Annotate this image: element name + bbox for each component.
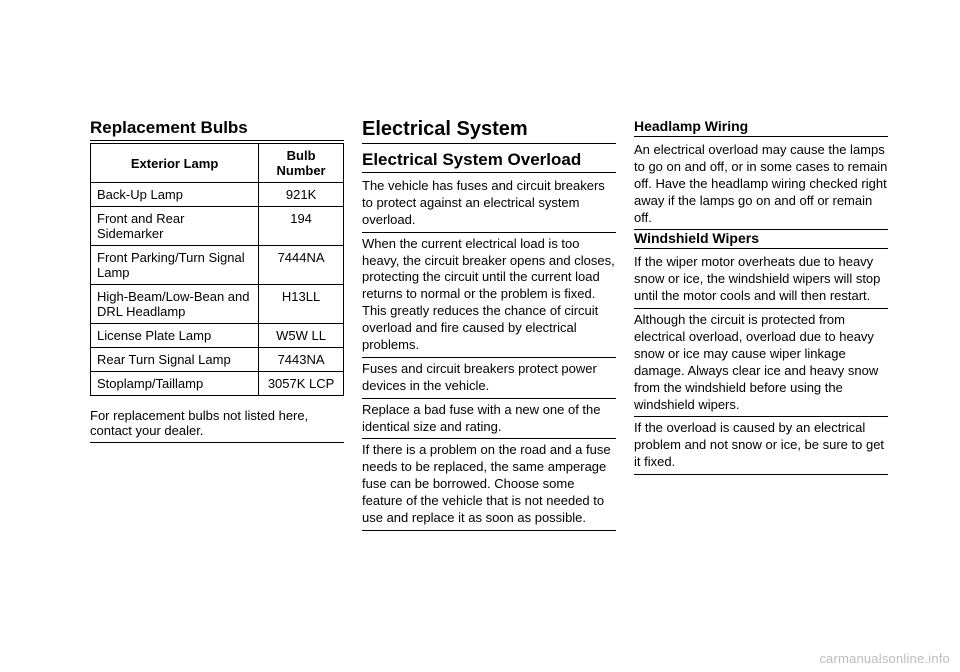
cell-lamp: Back-Up Lamp xyxy=(91,183,259,207)
para-wipers-1: If the wiper motor overheats due to heav… xyxy=(634,251,888,309)
table-header-lamp: Exterior Lamp xyxy=(91,144,259,183)
column-electrical: Electrical System Electrical System Over… xyxy=(362,118,616,531)
bulbs-table: Exterior Lamp Bulb Number Back-Up Lamp92… xyxy=(90,143,344,396)
table-row: Stoplamp/Taillamp3057K LCP xyxy=(91,372,344,396)
heading-electrical-system: Electrical System xyxy=(362,118,616,144)
para-wipers-3: If the overload is caused by an electric… xyxy=(634,417,888,475)
cell-number: 7443NA xyxy=(259,348,344,372)
para-overload-3: Fuses and circuit breakers protect power… xyxy=(362,358,616,399)
para-wipers-2: Although the circuit is protected from e… xyxy=(634,309,888,417)
para-overload-1: The vehicle has fuses and circuit breake… xyxy=(362,175,616,233)
heading-overload: Electrical System Overload xyxy=(362,150,616,173)
cell-number: 921K xyxy=(259,183,344,207)
cell-number: W5W LL xyxy=(259,324,344,348)
table-row: Front and Rear Sidemarker194 xyxy=(91,207,344,246)
cell-lamp: Front and Rear Sidemarker xyxy=(91,207,259,246)
table-row: High-Beam/Low-Bean and DRL HeadlampH13LL xyxy=(91,285,344,324)
para-headlamp: An electrical overload may cause the lam… xyxy=(634,139,888,230)
dealer-note: For replacement bulbs not listed here, c… xyxy=(90,402,344,443)
heading-headlamp-wiring: Headlamp Wiring xyxy=(634,118,888,137)
table-header-number: Bulb Number xyxy=(259,144,344,183)
table-header-row: Exterior Lamp Bulb Number xyxy=(91,144,344,183)
heading-replacement-bulbs: Replacement Bulbs xyxy=(90,118,344,141)
cell-lamp: Stoplamp/Taillamp xyxy=(91,372,259,396)
column-bulbs: Replacement Bulbs Exterior Lamp Bulb Num… xyxy=(90,118,344,531)
cell-number: 3057K LCP xyxy=(259,372,344,396)
para-overload-4: Replace a bad fuse with a new one of the… xyxy=(362,399,616,440)
para-overload-5: If there is a problem on the road and a … xyxy=(362,439,616,530)
cell-lamp: Rear Turn Signal Lamp xyxy=(91,348,259,372)
heading-windshield-wipers: Windshield Wipers xyxy=(634,230,888,249)
cell-number: 194 xyxy=(259,207,344,246)
cell-lamp: License Plate Lamp xyxy=(91,324,259,348)
cell-number: 7444NA xyxy=(259,246,344,285)
cell-lamp: High-Beam/Low-Bean and DRL Headlamp xyxy=(91,285,259,324)
table-row: Rear Turn Signal Lamp7443NA xyxy=(91,348,344,372)
table-row: Front Parking/Turn Signal Lamp7444NA xyxy=(91,246,344,285)
cell-number: H13LL xyxy=(259,285,344,324)
cell-lamp: Front Parking/Turn Signal Lamp xyxy=(91,246,259,285)
watermark-text: carmanualsonline.info xyxy=(819,651,950,666)
column-wiring-wipers: Headlamp Wiring An electrical overload m… xyxy=(634,118,888,531)
para-overload-2: When the current electrical load is too … xyxy=(362,233,616,358)
table-row: Back-Up Lamp921K xyxy=(91,183,344,207)
table-row: License Plate LampW5W LL xyxy=(91,324,344,348)
